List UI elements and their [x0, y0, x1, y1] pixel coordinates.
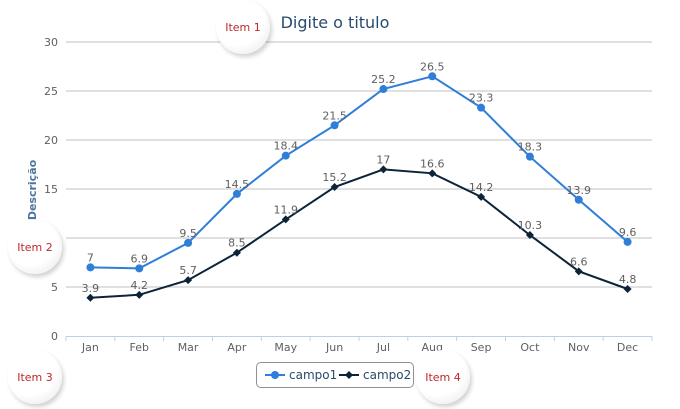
data-label: 14.2 — [469, 181, 494, 194]
data-point[interactable] — [232, 189, 241, 198]
y-tick-label: 30 — [44, 36, 58, 49]
data-label: 25.2 — [371, 73, 396, 86]
bubble-label-item-4: Item 4 — [425, 370, 461, 384]
legend-item-campo2[interactable]: campo2 — [339, 363, 411, 387]
data-point[interactable] — [86, 293, 95, 302]
y-tick-label: 15 — [44, 183, 58, 196]
data-point[interactable] — [379, 165, 388, 174]
data-label: 4.8 — [619, 273, 637, 286]
data-label: 18.3 — [518, 141, 543, 154]
data-label: 5.7 — [179, 264, 197, 277]
data-point[interactable] — [525, 231, 534, 240]
x-tick-label: Jan — [81, 341, 99, 354]
data-label: 10.3 — [518, 219, 543, 232]
series-line — [90, 168, 628, 299]
data-label: 9.6 — [619, 226, 637, 239]
y-tick-label: 5 — [51, 281, 58, 294]
bubble-label-item-2: Item 2 — [17, 240, 53, 254]
series-campo2: 3.9 4.2 5.7 8.5 11.9 15.2 17 16.6 14.2 10.3 6.6 4.8 — [82, 153, 637, 302]
bubble-item-4[interactable]: Item 4 — [416, 350, 470, 404]
series-line — [90, 75, 629, 270]
data-point[interactable] — [135, 264, 144, 273]
data-point[interactable] — [574, 267, 583, 276]
data-label: 6.9 — [131, 252, 149, 265]
x-tick-label: Oct — [520, 341, 540, 354]
series-campo1: 7 6.9 9.5 14.5 18.4 21.5 25.2 26.5 23.3 18.3 13.9 9… — [86, 60, 637, 273]
y-axis-ticks: 051015202530 — [44, 36, 58, 343]
data-label: 4.2 — [131, 279, 149, 292]
data-label: 7 — [87, 251, 94, 264]
circle-marker-icon — [265, 371, 285, 379]
x-tick-label: Jul — [376, 341, 390, 354]
data-point[interactable] — [379, 85, 388, 94]
data-point[interactable] — [477, 192, 486, 201]
legend: campo1 campo2 — [256, 362, 414, 388]
data-label: 23.3 — [469, 92, 494, 105]
data-point[interactable] — [477, 103, 486, 112]
bubble-label-item-3: Item 3 — [17, 370, 53, 384]
y-tick-label: 25 — [44, 85, 58, 98]
x-tick-label: Feb — [130, 341, 149, 354]
data-point[interactable] — [135, 290, 144, 299]
x-axis: Jan Feb Mar Apr May Jun Jul Aug Sep Oct Nov Dec — [65, 336, 653, 354]
x-tick-label: May — [274, 341, 297, 354]
data-label: 11.9 — [274, 203, 299, 216]
bubble-item-1[interactable]: Item 1 — [216, 0, 270, 54]
bubble-item-3[interactable]: Item 3 — [8, 350, 62, 404]
data-label: 13.9 — [567, 184, 592, 197]
data-point[interactable] — [428, 169, 437, 178]
data-point[interactable] — [428, 72, 437, 81]
y-tick-label: 0 — [51, 330, 58, 343]
series-group: 7 6.9 9.5 14.5 18.4 21.5 25.2 26.5 23.3 18.3 13.9 9… — [82, 60, 637, 302]
data-point[interactable] — [574, 195, 583, 204]
data-point[interactable] — [623, 284, 632, 293]
x-tick-label: Jun — [325, 341, 343, 354]
x-tick-label: Mar — [178, 341, 199, 354]
gridlines — [66, 41, 652, 288]
data-point[interactable] — [281, 151, 290, 160]
data-label: 21.5 — [322, 109, 347, 122]
diamond-marker-icon — [339, 371, 359, 379]
x-tick-label: Dec — [617, 341, 638, 354]
data-point[interactable] — [86, 263, 95, 272]
data-label: 6.6 — [570, 255, 588, 268]
data-label: 16.6 — [420, 157, 445, 170]
legend-item-campo1[interactable]: campo1 — [265, 363, 337, 387]
data-point[interactable] — [623, 237, 632, 246]
data-label: 18.4 — [274, 140, 299, 153]
legend-label-campo2: campo2 — [363, 368, 412, 382]
bubble-label-item-1: Item 1 — [225, 20, 261, 34]
data-label: 14.5 — [225, 178, 250, 191]
data-label: 17 — [376, 153, 390, 166]
data-point[interactable] — [281, 215, 290, 224]
data-label: 9.5 — [179, 227, 197, 240]
data-label: 3.9 — [82, 282, 100, 295]
legend-label-campo1: campo1 — [289, 368, 338, 382]
x-tick-label: Sep — [471, 341, 492, 354]
data-point[interactable] — [184, 276, 193, 285]
bubble-item-2[interactable]: Item 2 — [8, 220, 62, 274]
x-tick-label: Apr — [227, 341, 247, 354]
data-point[interactable] — [330, 121, 339, 130]
y-tick-label: 20 — [44, 134, 58, 147]
y-axis-label: Descrição — [26, 159, 39, 220]
data-point[interactable] — [330, 183, 339, 192]
data-point[interactable] — [232, 248, 241, 257]
data-point[interactable] — [525, 152, 534, 161]
data-label: 26.5 — [420, 60, 445, 73]
data-label: 15.2 — [322, 171, 347, 184]
data-label: 8.5 — [228, 237, 246, 250]
data-point[interactable] — [184, 238, 193, 247]
chart-title: Digite o titulo — [281, 13, 390, 32]
x-tick-label: Nov — [568, 341, 590, 354]
